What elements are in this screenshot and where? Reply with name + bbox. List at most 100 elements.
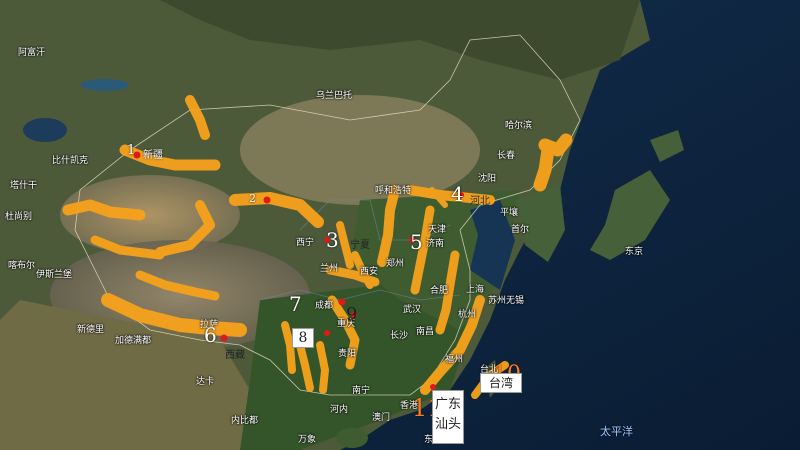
marker-1: 1: [127, 143, 136, 158]
highlight-ne-corner: [429, 187, 448, 208]
point-7: [338, 298, 346, 306]
marker-3: 3: [326, 228, 339, 252]
marker-5: 5: [410, 230, 423, 254]
callout-guangdong: 广东 汕头: [432, 390, 464, 444]
marker-9: 9: [346, 304, 358, 325]
label-hanoi: 河内: [330, 405, 349, 415]
label-tokyo: 东京: [625, 247, 644, 257]
label-zhengzhou: 郑州: [386, 259, 405, 269]
land-hokkaido: [650, 130, 684, 162]
label-afghanistan: 阿富汗: [18, 48, 46, 58]
label-new-delhi: 新德里: [77, 325, 105, 335]
label-fuzhou: 福州: [445, 355, 464, 365]
point-4: [458, 192, 464, 198]
label-kathmandu: 加德满都: [115, 336, 152, 346]
label-guiyang: 贵阳: [338, 349, 357, 359]
label-jinan: 济南: [426, 239, 445, 249]
label-lanzhou: 兰州: [320, 264, 339, 274]
label-hohhot: 呼和浩特: [375, 186, 412, 196]
marker-7: 7: [289, 292, 302, 316]
label-dhaka: 达卡: [196, 377, 215, 387]
label-taipei: 台北: [480, 365, 499, 375]
highlight-taihang: [377, 185, 400, 267]
point-8: [324, 330, 330, 336]
highlight-north-arc: [405, 185, 495, 205]
highlight-kunlun-mid: [90, 235, 165, 260]
label-hong-kong: 香港: [400, 401, 419, 411]
label-xining: 西宁: [296, 238, 315, 248]
label-vientiane: 万象: [298, 435, 317, 445]
annotation-hebei: 河北: [470, 196, 490, 207]
highlight-qilian: [229, 192, 324, 228]
callout-taiwan-text: 台湾: [488, 376, 513, 390]
highlight-tibet-north: [135, 270, 220, 301]
label-tashkent: 塔什干: [10, 181, 38, 191]
highlight-kunlun-west: [62, 199, 146, 221]
aral-sea: [23, 118, 67, 142]
label-ulaanbaatar: 乌兰巴托: [316, 91, 353, 101]
highlight-hengduan-2: [296, 341, 314, 392]
callout-taiwan: 台湾: [480, 373, 522, 393]
label-dushanbe: 杜尚别: [5, 212, 33, 222]
marker-4: 4: [451, 182, 464, 206]
label-islamabad: 伊斯兰堡: [36, 270, 73, 280]
highlight-wuyi: [420, 295, 485, 395]
yellow-sea: [470, 200, 515, 290]
label-macau: 澳门: [372, 413, 391, 423]
highlight-daba: [327, 295, 360, 370]
lake-balkhash: [81, 79, 129, 91]
label-nanchang: 南昌: [416, 327, 435, 337]
label-bishkek: 比什凯克: [52, 156, 89, 166]
highlight-qinling: [325, 265, 380, 287]
highlight-altai: [185, 95, 210, 140]
label-seoul: 首尔: [511, 225, 530, 235]
label-changchun: 长春: [497, 151, 516, 161]
annotation-xinjiang: 新疆: [143, 150, 163, 161]
annotation-ningxia: 宁夏: [350, 240, 370, 251]
label-shanghai: 上海: [466, 285, 485, 295]
label-xian: 西安: [360, 267, 379, 277]
label-chengdu: 成都: [315, 301, 334, 311]
river-yangtze: [259, 289, 461, 301]
highlight-hengduan-1: [281, 321, 296, 374]
highlight-himalaya: [101, 293, 247, 337]
label-nanjing: 苏州无锡: [488, 296, 525, 306]
marker-2: 2: [249, 192, 256, 205]
marker-8: 8: [292, 328, 314, 348]
border-china: [74, 34, 581, 396]
gobi-desert: [240, 95, 480, 205]
point-2: [263, 196, 271, 204]
point-1: [133, 151, 141, 159]
label-inland: 内比都: [231, 416, 259, 426]
highlight-east-coast: [435, 250, 460, 335]
land-korea: [515, 185, 565, 262]
label-kabul: 喀布尔: [8, 261, 36, 271]
label-tianjin: 天津: [428, 225, 447, 235]
marker-6: 6: [204, 323, 217, 347]
callout-guangdong-line2: 汕头: [434, 417, 461, 432]
label-changsha: 长沙: [390, 331, 409, 341]
point-6: [220, 334, 228, 342]
point-5: [409, 237, 415, 243]
land-north: [160, 0, 640, 80]
land-hainan: [336, 428, 368, 448]
label-harbin: 哈尔滨: [505, 121, 533, 131]
highlight-dabie: [410, 205, 435, 295]
label-hefei: 合肥: [430, 286, 449, 296]
label-pyongyang: 平壤: [500, 208, 519, 218]
callout-guangdong-line1: 广东: [434, 397, 461, 412]
label-chongqing: 重庆: [337, 319, 356, 329]
point-3: [324, 237, 330, 243]
label-nanning: 南宁: [352, 386, 371, 396]
label-pacific: 太平洋: [600, 425, 633, 438]
land-southeast: [240, 280, 470, 450]
point-11: [430, 384, 436, 390]
highlight-hengduan-3: [316, 341, 329, 394]
highlight-loess-1: [336, 221, 354, 269]
annotation-tibet: 西藏: [225, 350, 245, 361]
land-japan: [590, 170, 670, 260]
